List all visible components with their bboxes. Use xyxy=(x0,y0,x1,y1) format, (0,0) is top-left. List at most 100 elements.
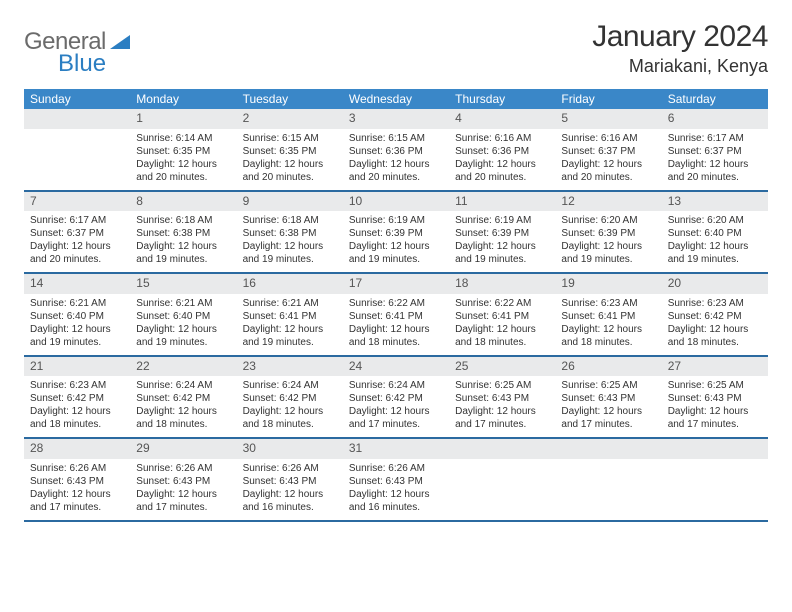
daylight-text: Daylight: 12 hours and 20 minutes. xyxy=(349,158,443,184)
sunset-text: Sunset: 6:43 PM xyxy=(561,392,655,405)
day-header-cell: Sunday xyxy=(24,89,130,109)
daylight-text: Daylight: 12 hours and 18 minutes. xyxy=(30,405,124,431)
day-body: Sunrise: 6:22 AMSunset: 6:41 PMDaylight:… xyxy=(449,294,555,355)
daylight-text: Daylight: 12 hours and 17 minutes. xyxy=(136,488,230,514)
day-body: Sunrise: 6:15 AMSunset: 6:36 PMDaylight:… xyxy=(343,129,449,190)
day-number: 10 xyxy=(343,192,449,212)
daylight-text: Daylight: 12 hours and 18 minutes. xyxy=(243,405,337,431)
sunset-text: Sunset: 6:41 PM xyxy=(455,310,549,323)
daylight-text: Daylight: 12 hours and 20 minutes. xyxy=(561,158,655,184)
day-header-cell: Saturday xyxy=(662,89,768,109)
day-cell: 11Sunrise: 6:19 AMSunset: 6:39 PMDayligh… xyxy=(449,192,555,273)
sunrise-text: Sunrise: 6:21 AM xyxy=(136,297,230,310)
title-block: January 2024 Mariakani, Kenya xyxy=(592,20,768,77)
day-body: Sunrise: 6:24 AMSunset: 6:42 PMDaylight:… xyxy=(237,376,343,437)
sunrise-text: Sunrise: 6:23 AM xyxy=(668,297,762,310)
sunset-text: Sunset: 6:43 PM xyxy=(30,475,124,488)
sunset-text: Sunset: 6:41 PM xyxy=(349,310,443,323)
day-body: Sunrise: 6:23 AMSunset: 6:42 PMDaylight:… xyxy=(662,294,768,355)
day-number: 23 xyxy=(237,357,343,377)
sunset-text: Sunset: 6:39 PM xyxy=(561,227,655,240)
day-cell xyxy=(449,439,555,520)
day-number: 6 xyxy=(662,109,768,129)
sunset-text: Sunset: 6:42 PM xyxy=(349,392,443,405)
sunset-text: Sunset: 6:38 PM xyxy=(243,227,337,240)
sunrise-text: Sunrise: 6:21 AM xyxy=(30,297,124,310)
day-body: Sunrise: 6:17 AMSunset: 6:37 PMDaylight:… xyxy=(662,129,768,190)
sunrise-text: Sunrise: 6:16 AM xyxy=(561,132,655,145)
day-cell: 5Sunrise: 6:16 AMSunset: 6:37 PMDaylight… xyxy=(555,109,661,190)
sunrise-text: Sunrise: 6:24 AM xyxy=(243,379,337,392)
day-body: Sunrise: 6:16 AMSunset: 6:36 PMDaylight:… xyxy=(449,129,555,190)
sunrise-text: Sunrise: 6:25 AM xyxy=(561,379,655,392)
day-body: Sunrise: 6:24 AMSunset: 6:42 PMDaylight:… xyxy=(130,376,236,437)
sunset-text: Sunset: 6:38 PM xyxy=(136,227,230,240)
day-body xyxy=(555,459,661,468)
daylight-text: Daylight: 12 hours and 19 minutes. xyxy=(30,323,124,349)
sunset-text: Sunset: 6:43 PM xyxy=(243,475,337,488)
day-body: Sunrise: 6:16 AMSunset: 6:37 PMDaylight:… xyxy=(555,129,661,190)
logo-triangle-icon xyxy=(110,31,130,54)
day-cell: 23Sunrise: 6:24 AMSunset: 6:42 PMDayligh… xyxy=(237,357,343,438)
day-number: 27 xyxy=(662,357,768,377)
day-cell: 7Sunrise: 6:17 AMSunset: 6:37 PMDaylight… xyxy=(24,192,130,273)
daylight-text: Daylight: 12 hours and 18 minutes. xyxy=(561,323,655,349)
day-body: Sunrise: 6:26 AMSunset: 6:43 PMDaylight:… xyxy=(130,459,236,520)
daylight-text: Daylight: 12 hours and 17 minutes. xyxy=(30,488,124,514)
day-number: 19 xyxy=(555,274,661,294)
day-cell: 28Sunrise: 6:26 AMSunset: 6:43 PMDayligh… xyxy=(24,439,130,520)
day-body: Sunrise: 6:21 AMSunset: 6:40 PMDaylight:… xyxy=(24,294,130,355)
daylight-text: Daylight: 12 hours and 20 minutes. xyxy=(455,158,549,184)
day-body: Sunrise: 6:14 AMSunset: 6:35 PMDaylight:… xyxy=(130,129,236,190)
sunset-text: Sunset: 6:37 PM xyxy=(668,145,762,158)
week-row: 28Sunrise: 6:26 AMSunset: 6:43 PMDayligh… xyxy=(24,439,768,522)
daylight-text: Daylight: 12 hours and 18 minutes. xyxy=(136,405,230,431)
sunset-text: Sunset: 6:43 PM xyxy=(455,392,549,405)
day-cell: 2Sunrise: 6:15 AMSunset: 6:35 PMDaylight… xyxy=(237,109,343,190)
day-number: 3 xyxy=(343,109,449,129)
daylight-text: Daylight: 12 hours and 18 minutes. xyxy=(668,323,762,349)
sunrise-text: Sunrise: 6:21 AM xyxy=(243,297,337,310)
weeks-container: 1Sunrise: 6:14 AMSunset: 6:35 PMDaylight… xyxy=(24,109,768,522)
sunrise-text: Sunrise: 6:18 AM xyxy=(243,214,337,227)
day-body: Sunrise: 6:17 AMSunset: 6:37 PMDaylight:… xyxy=(24,211,130,272)
sunset-text: Sunset: 6:41 PM xyxy=(561,310,655,323)
sunset-text: Sunset: 6:35 PM xyxy=(243,145,337,158)
day-cell: 21Sunrise: 6:23 AMSunset: 6:42 PMDayligh… xyxy=(24,357,130,438)
day-body: Sunrise: 6:26 AMSunset: 6:43 PMDaylight:… xyxy=(237,459,343,520)
sunrise-text: Sunrise: 6:24 AM xyxy=(136,379,230,392)
daylight-text: Daylight: 12 hours and 18 minutes. xyxy=(455,323,549,349)
day-cell: 10Sunrise: 6:19 AMSunset: 6:39 PMDayligh… xyxy=(343,192,449,273)
day-cell: 20Sunrise: 6:23 AMSunset: 6:42 PMDayligh… xyxy=(662,274,768,355)
day-cell: 19Sunrise: 6:23 AMSunset: 6:41 PMDayligh… xyxy=(555,274,661,355)
sunrise-text: Sunrise: 6:23 AM xyxy=(30,379,124,392)
day-header-cell: Friday xyxy=(555,89,661,109)
sunset-text: Sunset: 6:43 PM xyxy=(349,475,443,488)
sunrise-text: Sunrise: 6:18 AM xyxy=(136,214,230,227)
daylight-text: Daylight: 12 hours and 20 minutes. xyxy=(243,158,337,184)
day-cell xyxy=(555,439,661,520)
day-cell: 26Sunrise: 6:25 AMSunset: 6:43 PMDayligh… xyxy=(555,357,661,438)
daylight-text: Daylight: 12 hours and 17 minutes. xyxy=(455,405,549,431)
sunrise-text: Sunrise: 6:17 AM xyxy=(30,214,124,227)
day-number: 2 xyxy=(237,109,343,129)
day-body: Sunrise: 6:25 AMSunset: 6:43 PMDaylight:… xyxy=(449,376,555,437)
day-cell: 15Sunrise: 6:21 AMSunset: 6:40 PMDayligh… xyxy=(130,274,236,355)
day-number: 29 xyxy=(130,439,236,459)
day-cell: 8Sunrise: 6:18 AMSunset: 6:38 PMDaylight… xyxy=(130,192,236,273)
day-body xyxy=(24,129,130,138)
day-number xyxy=(24,109,130,129)
day-body: Sunrise: 6:19 AMSunset: 6:39 PMDaylight:… xyxy=(449,211,555,272)
day-body: Sunrise: 6:20 AMSunset: 6:39 PMDaylight:… xyxy=(555,211,661,272)
sunset-text: Sunset: 6:42 PM xyxy=(30,392,124,405)
sunset-text: Sunset: 6:42 PM xyxy=(243,392,337,405)
daylight-text: Daylight: 12 hours and 20 minutes. xyxy=(136,158,230,184)
daylight-text: Daylight: 12 hours and 16 minutes. xyxy=(243,488,337,514)
day-body: Sunrise: 6:21 AMSunset: 6:41 PMDaylight:… xyxy=(237,294,343,355)
day-number: 11 xyxy=(449,192,555,212)
daylight-text: Daylight: 12 hours and 17 minutes. xyxy=(668,405,762,431)
day-cell xyxy=(24,109,130,190)
day-number: 31 xyxy=(343,439,449,459)
day-cell: 29Sunrise: 6:26 AMSunset: 6:43 PMDayligh… xyxy=(130,439,236,520)
sunrise-text: Sunrise: 6:26 AM xyxy=(30,462,124,475)
